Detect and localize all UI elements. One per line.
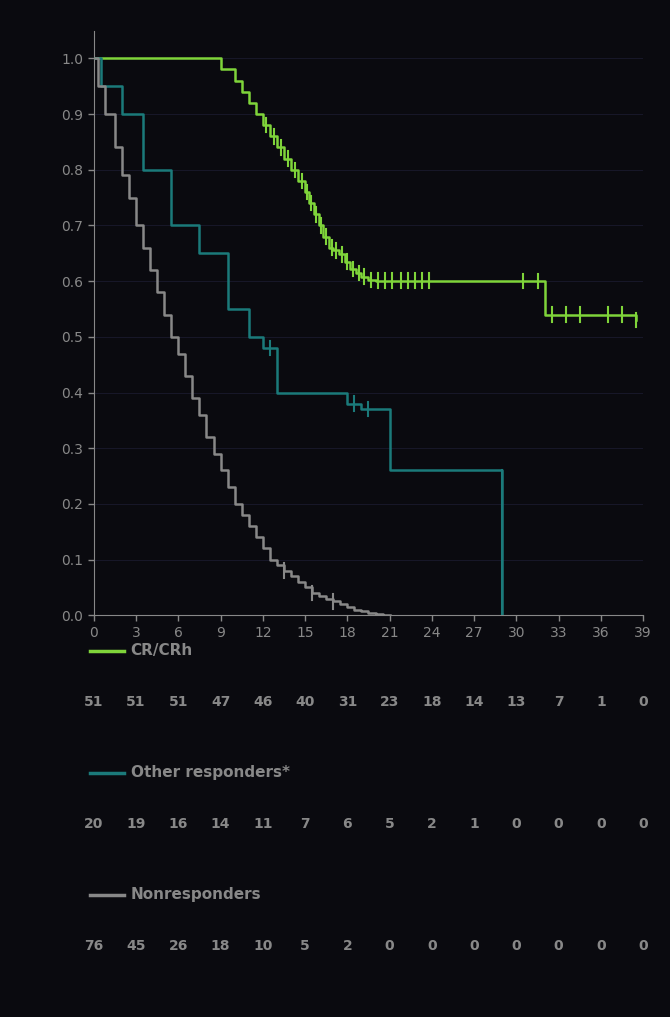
Text: 26: 26 — [169, 939, 188, 953]
Text: 2: 2 — [427, 817, 437, 831]
Text: 0: 0 — [427, 939, 437, 953]
Text: 16: 16 — [169, 817, 188, 831]
Text: 6: 6 — [342, 817, 352, 831]
Text: 13: 13 — [507, 695, 526, 709]
Text: Other responders*: Other responders* — [131, 766, 289, 780]
Text: 46: 46 — [253, 695, 273, 709]
Text: 0: 0 — [639, 817, 648, 831]
Text: 14: 14 — [464, 695, 484, 709]
Text: 0: 0 — [639, 695, 648, 709]
Text: 31: 31 — [338, 695, 357, 709]
Text: 20: 20 — [84, 817, 103, 831]
Text: 18: 18 — [422, 695, 442, 709]
Text: 51: 51 — [84, 695, 104, 709]
Text: 40: 40 — [295, 695, 315, 709]
Text: 0: 0 — [639, 939, 648, 953]
Text: 7: 7 — [554, 695, 563, 709]
Text: 0: 0 — [470, 939, 479, 953]
Text: 0: 0 — [554, 939, 563, 953]
Text: 51: 51 — [127, 695, 146, 709]
Text: 0: 0 — [385, 939, 395, 953]
Text: 18: 18 — [211, 939, 230, 953]
Text: 47: 47 — [211, 695, 230, 709]
Text: 23: 23 — [380, 695, 399, 709]
Text: 11: 11 — [253, 817, 273, 831]
Text: 5: 5 — [385, 817, 395, 831]
Text: 2: 2 — [342, 939, 352, 953]
Text: 51: 51 — [169, 695, 188, 709]
Text: 1: 1 — [469, 817, 479, 831]
Text: 0: 0 — [512, 939, 521, 953]
Text: 1: 1 — [596, 695, 606, 709]
Text: CR/CRh: CR/CRh — [131, 644, 193, 658]
Text: 5: 5 — [300, 939, 310, 953]
Text: Nonresponders: Nonresponders — [131, 888, 261, 902]
Text: 7: 7 — [300, 817, 310, 831]
Text: 19: 19 — [127, 817, 146, 831]
Text: 0: 0 — [554, 817, 563, 831]
Text: 76: 76 — [84, 939, 103, 953]
Text: 10: 10 — [253, 939, 273, 953]
Text: 45: 45 — [127, 939, 146, 953]
Text: 0: 0 — [596, 939, 606, 953]
Text: 0: 0 — [596, 817, 606, 831]
Text: 14: 14 — [211, 817, 230, 831]
Text: 0: 0 — [512, 817, 521, 831]
